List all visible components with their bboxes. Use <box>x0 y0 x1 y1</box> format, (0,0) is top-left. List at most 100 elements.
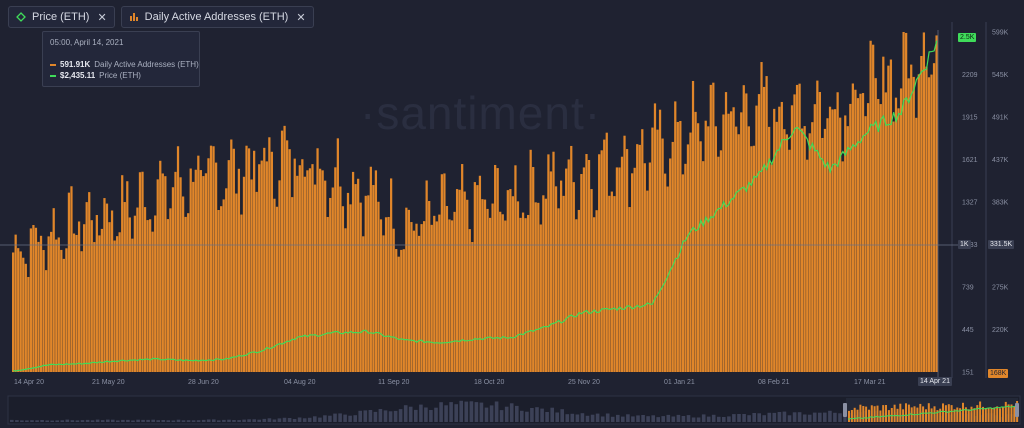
chart-bar <box>108 222 111 372</box>
chart-bar <box>661 138 664 372</box>
chart-bar <box>638 144 641 372</box>
chart-bar <box>372 185 375 372</box>
navigator-selection-bar <box>990 408 993 422</box>
chart-bar <box>899 88 903 372</box>
tab-price-eth[interactable]: Price (ETH) ✕ <box>8 6 115 28</box>
navigator-handle-right[interactable] <box>1015 403 1019 417</box>
chart-bar <box>455 189 459 372</box>
chart-bar <box>42 250 45 372</box>
tab-label: Daily Active Addresses (ETH) <box>144 11 289 23</box>
navigator-selection-bar <box>953 409 956 422</box>
navigator-selection-bar <box>956 407 959 422</box>
navigator-bar <box>353 415 357 422</box>
navigator-bar <box>55 420 59 422</box>
navigator-selection-bar <box>947 404 950 422</box>
chart-bar <box>598 154 601 372</box>
navigator-selection-bar <box>873 406 876 422</box>
navigator-bar <box>35 420 39 422</box>
navigator-bar <box>20 420 24 422</box>
chart-bar <box>864 116 867 372</box>
navigator-handle-left[interactable] <box>843 403 847 417</box>
navigator-bar <box>348 415 352 422</box>
chart-bar <box>313 184 317 372</box>
chart-bar <box>329 197 332 372</box>
navigator-bar <box>338 413 342 422</box>
chart-bar <box>704 120 707 372</box>
chart-bar <box>382 235 385 372</box>
chart-bar <box>562 195 565 372</box>
price-axis-tick: 1915 <box>962 115 978 122</box>
navigator-bar <box>262 418 267 422</box>
chart-bar <box>849 103 852 372</box>
navigator-bar <box>297 417 302 422</box>
chart-bar <box>714 126 717 372</box>
navigator-bar <box>388 411 393 422</box>
close-icon[interactable]: ✕ <box>296 11 306 24</box>
navigator-bar <box>681 416 686 422</box>
navigator-bar <box>212 419 216 422</box>
navigator-bar <box>691 417 696 422</box>
navigator-bar <box>15 420 19 422</box>
chart-bar <box>75 234 78 372</box>
navigator-selection-bar <box>999 408 1001 422</box>
chart-bar <box>897 108 900 372</box>
navigator-bar <box>444 405 448 422</box>
chart-bar <box>793 94 796 372</box>
chart-bar <box>806 159 809 372</box>
x-axis-tick: 28 Jun 20 <box>188 379 219 386</box>
x-axis-tick: 25 Nov 20 <box>568 379 600 386</box>
chart-bar <box>52 208 55 372</box>
navigator-selection-bar <box>944 405 947 422</box>
chart-bar <box>151 231 154 372</box>
navigator-bar <box>242 419 246 422</box>
chart-bar <box>656 129 659 372</box>
navigator-bar <box>232 420 236 422</box>
close-icon[interactable]: ✕ <box>97 11 107 24</box>
chart-bar <box>798 83 801 372</box>
navigator-selection-bar <box>959 408 962 422</box>
chart-bar <box>311 164 314 372</box>
navigator-selection-bar <box>939 408 942 422</box>
navigator-bar <box>762 415 766 422</box>
chart-bar <box>72 233 76 372</box>
tab-daily-active-addresses[interactable]: Daily Active Addresses (ETH) ✕ <box>120 6 314 28</box>
navigator-selection-bar <box>1004 401 1007 422</box>
navigator-bar <box>70 420 75 422</box>
navigator-bar <box>25 420 29 422</box>
chart-bar <box>278 180 281 372</box>
navigator-bar <box>701 414 706 422</box>
chart-bar <box>189 168 192 372</box>
chart-bar <box>501 214 504 372</box>
navigator-bar <box>590 414 595 422</box>
price-axis-tick: 1327 <box>962 200 978 207</box>
chart-bar <box>504 220 507 372</box>
navigator-selection-bar <box>862 406 865 422</box>
chart-bar <box>214 162 218 372</box>
navigator-bar <box>489 405 494 422</box>
navigator-bar <box>106 419 110 422</box>
chart-bar <box>811 122 814 372</box>
navigator-selection-bar <box>913 406 916 422</box>
chart-bar <box>57 237 60 372</box>
navigator-bar <box>30 420 34 422</box>
chart-bar <box>742 85 745 373</box>
navigator-bar <box>484 407 489 422</box>
chart-bar <box>121 175 124 372</box>
navigator-bar <box>40 420 44 422</box>
chart-bar <box>405 207 408 372</box>
navigator-bar <box>661 416 665 422</box>
chart-bar <box>321 170 324 372</box>
chart-bar <box>412 230 416 372</box>
navigator-bar <box>600 416 605 422</box>
navigator-bar <box>595 413 600 422</box>
chart-bar <box>303 176 306 372</box>
navigator-bar <box>116 420 120 422</box>
navigator-bar <box>95 419 100 422</box>
navigator-bar <box>509 403 514 422</box>
chart-bar <box>608 195 611 372</box>
navigator-bar <box>206 419 211 422</box>
price-axis-tick: 1621 <box>962 157 978 164</box>
chart-bar <box>684 163 687 372</box>
navigator-bar <box>525 411 529 422</box>
